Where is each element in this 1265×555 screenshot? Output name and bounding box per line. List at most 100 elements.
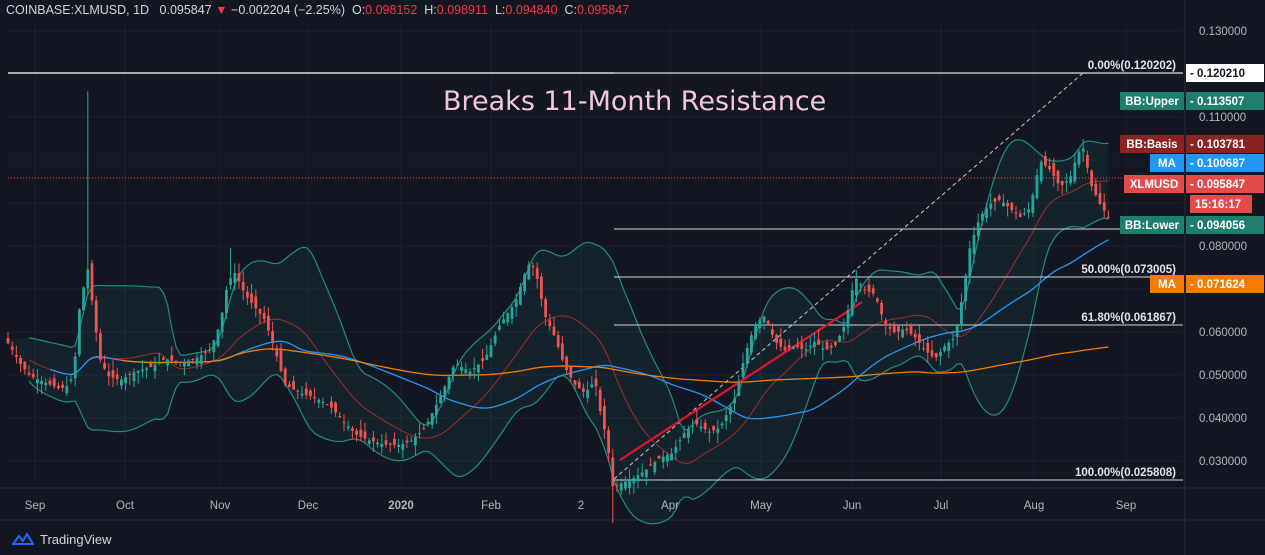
candle-body bbox=[187, 360, 190, 367]
candle-body bbox=[901, 329, 904, 338]
candle-body bbox=[414, 437, 417, 446]
candle-body bbox=[758, 320, 762, 329]
time-tick-label: 2020 bbox=[388, 500, 414, 512]
candle-body bbox=[246, 291, 249, 298]
candle-body bbox=[23, 361, 27, 370]
candle-body bbox=[724, 415, 728, 421]
candle-body bbox=[456, 364, 459, 366]
high-label: H: bbox=[424, 3, 437, 17]
candle-body bbox=[288, 384, 291, 388]
candle-body bbox=[989, 203, 993, 209]
candle-body bbox=[481, 358, 484, 361]
candle-body bbox=[527, 264, 531, 280]
candle-body bbox=[947, 342, 951, 352]
candle-body bbox=[1052, 162, 1056, 177]
candle-body bbox=[325, 404, 329, 406]
candle-body bbox=[103, 363, 106, 369]
candle-body bbox=[615, 485, 619, 487]
candle-body bbox=[401, 443, 405, 450]
time-tick-label: Oct bbox=[116, 500, 135, 512]
candle-body bbox=[250, 293, 253, 303]
candle-body bbox=[1090, 170, 1093, 186]
close-value: 0.095847 bbox=[577, 3, 630, 17]
candle-body bbox=[183, 361, 186, 367]
candle-body bbox=[771, 329, 774, 335]
candle-body bbox=[1006, 203, 1009, 207]
candle-body bbox=[884, 320, 888, 326]
bb-upper-name: BB:Upper bbox=[1125, 96, 1179, 108]
candle-body bbox=[405, 440, 409, 443]
series-name-tag bbox=[1120, 216, 1184, 234]
candle-body bbox=[611, 457, 615, 487]
brand-name: TradingView bbox=[40, 531, 112, 547]
candle-body bbox=[598, 389, 602, 412]
xlmusd-name: XLMUSD bbox=[1130, 179, 1179, 191]
candle-body bbox=[267, 315, 270, 331]
candle-body bbox=[1048, 165, 1051, 170]
candle-body bbox=[178, 362, 182, 364]
candle-body bbox=[897, 326, 900, 332]
candle-body bbox=[229, 278, 232, 285]
candle-body bbox=[317, 399, 321, 403]
candle-body bbox=[174, 360, 178, 362]
candle-body bbox=[279, 350, 283, 371]
time-tick-label: Sep bbox=[1116, 500, 1136, 512]
candle-body bbox=[741, 363, 745, 378]
candle-body bbox=[766, 320, 770, 325]
time-tick-label: Aug bbox=[1024, 500, 1044, 512]
candle-body bbox=[36, 379, 39, 384]
resistance-price-tag bbox=[1186, 64, 1264, 82]
candle-body bbox=[514, 299, 518, 307]
tradingview-brand[interactable]: TradingView bbox=[12, 529, 112, 549]
candle-body bbox=[262, 312, 266, 320]
candle-body bbox=[99, 333, 102, 360]
candle-body bbox=[107, 371, 111, 377]
series-name-tag bbox=[1150, 154, 1184, 172]
candle-body bbox=[212, 340, 216, 353]
candle-body bbox=[502, 319, 505, 324]
candle-body bbox=[258, 309, 262, 314]
time-tick-label: Apr bbox=[661, 500, 679, 512]
candle-body bbox=[813, 342, 816, 348]
open-value: 0.098152 bbox=[365, 3, 418, 17]
price-tick-label: 0.030000 bbox=[1199, 456, 1247, 468]
candle-body bbox=[342, 422, 346, 424]
candle-body bbox=[804, 349, 808, 351]
candle-body bbox=[649, 464, 652, 466]
candle-body bbox=[477, 364, 480, 373]
time-tick-label: May bbox=[750, 500, 772, 512]
symbol-label[interactable]: COINBASE:XLMUSD, 1D bbox=[6, 3, 150, 17]
candle-body bbox=[703, 422, 707, 430]
candle-body bbox=[1081, 148, 1085, 152]
candle-body bbox=[968, 248, 972, 279]
down-arrow-icon: ▼ bbox=[215, 3, 228, 17]
candle-body bbox=[632, 478, 636, 484]
candle-body bbox=[472, 368, 476, 370]
candle-body bbox=[750, 335, 753, 353]
candle-body bbox=[309, 390, 312, 397]
candle-body bbox=[636, 475, 640, 482]
open-label: O: bbox=[351, 3, 366, 17]
candle-body bbox=[905, 328, 909, 331]
candle-body bbox=[304, 388, 308, 395]
candle-body bbox=[1027, 209, 1030, 213]
candle-body bbox=[69, 379, 73, 382]
candle-body bbox=[498, 325, 501, 330]
candle-body bbox=[485, 354, 489, 360]
candle-body bbox=[561, 343, 564, 360]
candle-body bbox=[540, 276, 543, 299]
candle-body bbox=[31, 373, 35, 378]
candle-body bbox=[57, 385, 60, 389]
time-tick-label: Nov bbox=[210, 500, 231, 512]
candle-body bbox=[1102, 202, 1106, 211]
candle-body bbox=[939, 351, 942, 357]
fib-level-label: 100.00%(0.025808) bbox=[1075, 467, 1176, 479]
resistance-value: - 0.120210 bbox=[1190, 68, 1245, 80]
ma-long-line bbox=[121, 346, 1109, 383]
candle-body bbox=[754, 323, 757, 339]
candle-body bbox=[393, 438, 396, 445]
candle-body bbox=[254, 296, 258, 309]
candle-body bbox=[821, 348, 825, 350]
candle-body bbox=[850, 290, 854, 316]
